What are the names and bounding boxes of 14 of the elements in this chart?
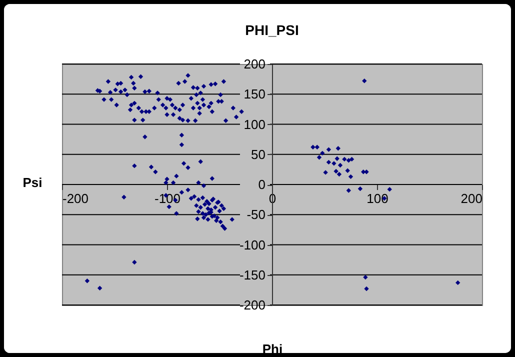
x-tick-label: 100: [366, 191, 388, 206]
y-tick-label: 200: [244, 56, 266, 72]
y-tick-label: 100: [244, 116, 266, 132]
y-tick-label: -150: [239, 267, 266, 282]
y-tick-label: -200: [239, 298, 266, 312]
y-axis-title: Psi: [22, 175, 42, 190]
y-tick-label: 0: [258, 177, 266, 192]
y-tick-label: -50: [246, 207, 266, 222]
x-tick-label: 200: [460, 191, 482, 206]
y-tick-label: 150: [244, 86, 266, 102]
chart-title: PHI_PSI: [245, 22, 299, 38]
y-tick-label: -100: [239, 237, 266, 252]
y-tick-label: 50: [251, 146, 266, 162]
x-tick-label: -200: [62, 191, 89, 206]
